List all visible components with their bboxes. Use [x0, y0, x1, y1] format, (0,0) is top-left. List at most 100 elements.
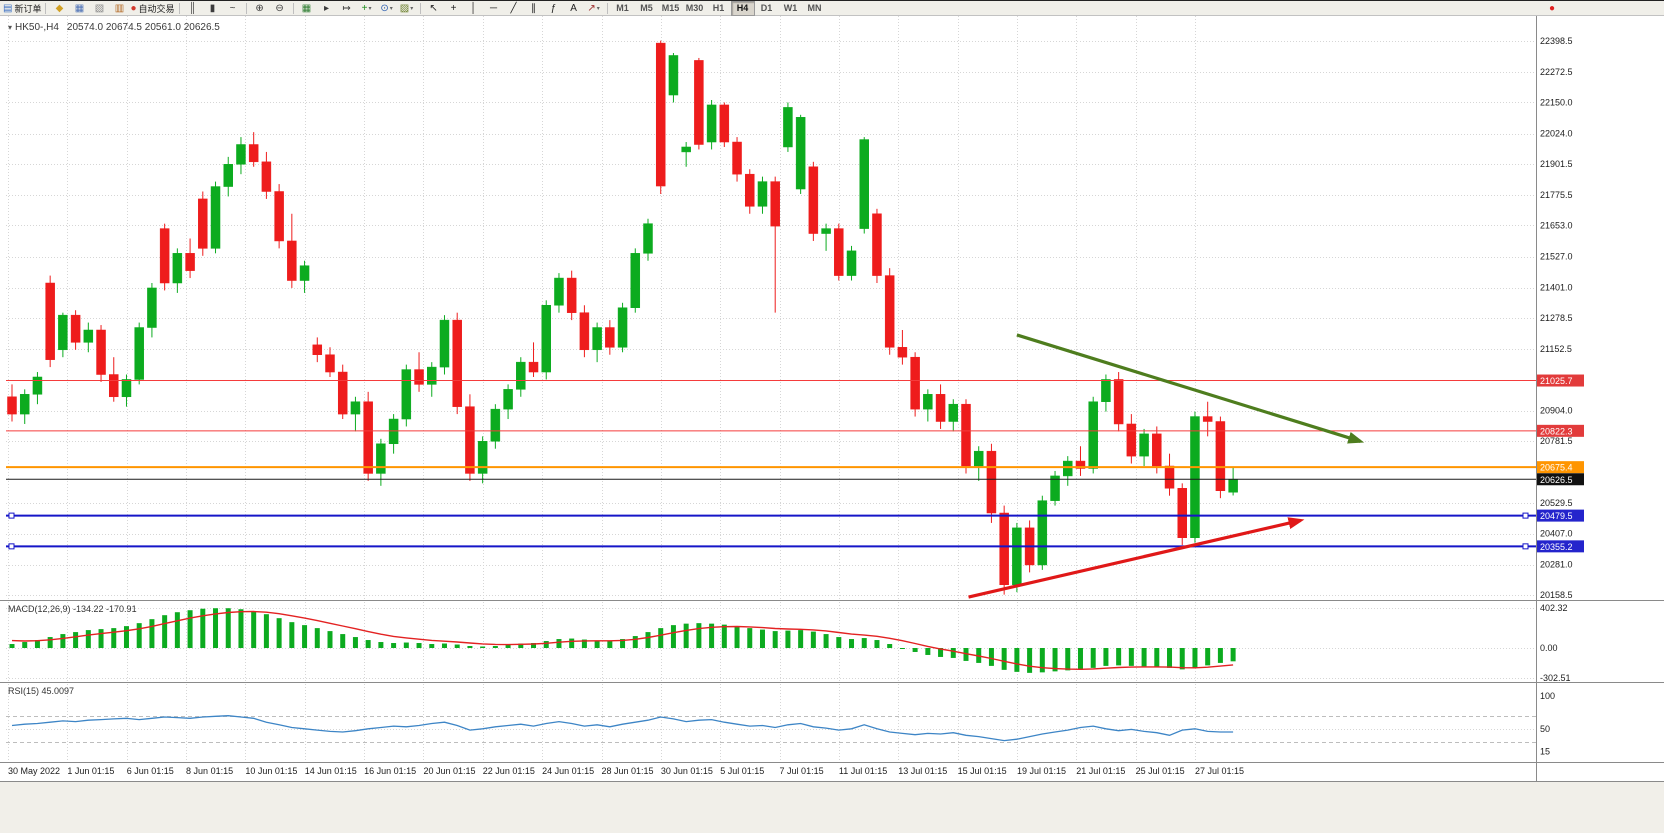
- template-icon[interactable]: ▨ ▾: [397, 1, 417, 15]
- zoom-in-icon: ⊕: [255, 2, 264, 14]
- new-order-button[interactable]: ▤ 新订单: [2, 1, 42, 15]
- dropdown-caret-icon: ▾: [410, 5, 414, 12]
- resistance-line-20822[interactable]: 20822.3: [6, 424, 1584, 437]
- svg-text:20 Jun 01:15: 20 Jun 01:15: [423, 766, 475, 776]
- terminal-icon: ▥: [114, 2, 125, 14]
- svg-text:5 Jul 01:15: 5 Jul 01:15: [720, 766, 764, 776]
- tile-windows-icon[interactable]: ▦: [297, 1, 317, 15]
- svg-text:-302.51: -302.51: [1540, 673, 1571, 683]
- support-line-20479[interactable]: 20479.5: [6, 509, 1584, 522]
- status-red-icon[interactable]: ●: [1542, 1, 1562, 15]
- up-trend-arrow[interactable]: [968, 517, 1305, 599]
- market-watch-icon: ▦: [74, 2, 85, 14]
- auto-scroll-icon: ▸: [324, 2, 330, 14]
- collapse-arrow-icon[interactable]: ▾: [8, 23, 13, 32]
- timeframe-m1-button[interactable]: M1: [616, 3, 629, 13]
- svg-text:22398.5: 22398.5: [1540, 36, 1573, 46]
- market-watch-icon[interactable]: ▦: [69, 1, 89, 15]
- bar-chart-mode-icon[interactable]: ║: [183, 1, 203, 15]
- down-trend-arrow[interactable]: [1016, 333, 1365, 444]
- timeframe-w1-button[interactable]: W1: [783, 3, 798, 13]
- timeframe-d1-button[interactable]: D1: [760, 3, 773, 13]
- window-bottom-strip: [0, 781, 1664, 833]
- zoom-in-icon[interactable]: ⊕: [250, 1, 270, 15]
- chart-shift-icon[interactable]: ↦: [337, 1, 357, 15]
- price-badge: [1537, 509, 1584, 522]
- panel-borders: [0, 16, 1664, 782]
- line-handle[interactable]: [8, 543, 15, 550]
- svg-text:402.32: 402.32: [1540, 603, 1568, 613]
- support-line-20355[interactable]: 20355.2: [6, 540, 1584, 553]
- current-price-line[interactable]: 20626.5: [6, 473, 1584, 486]
- candlestick-mode-icon: ▮: [209, 2, 216, 14]
- periods-icon[interactable]: ⊙ ▾: [377, 1, 397, 15]
- vertical-line-icon[interactable]: │: [464, 1, 484, 15]
- zoom-out-icon[interactable]: ⊖: [270, 1, 290, 15]
- horizontal-line-icon[interactable]: ─: [484, 1, 504, 15]
- text-icon: A: [570, 2, 577, 14]
- arrows-tool-icon[interactable]: ↗ ▾: [584, 1, 604, 15]
- svg-text:19 Jul 01:15: 19 Jul 01:15: [1017, 766, 1066, 776]
- resistance-line-21025[interactable]: 21025.7: [6, 374, 1584, 387]
- cursor-icon: ↖: [429, 2, 438, 14]
- svg-text:20781.5: 20781.5: [1540, 436, 1573, 446]
- chart-background: [0, 16, 1664, 781]
- crosshair-icon: +: [450, 2, 457, 14]
- timeframe-m30-button[interactable]: M30: [685, 3, 704, 13]
- trendline-icon: ╱: [510, 2, 517, 14]
- svg-text:30 Jun 01:15: 30 Jun 01:15: [661, 766, 713, 776]
- candlestick-mode-icon[interactable]: ▮: [203, 1, 223, 15]
- new-order-button-label: 新订单: [14, 3, 42, 14]
- timeframe-mn-button[interactable]: MN: [807, 3, 822, 13]
- auto-trading-button-label: 自动交易: [138, 3, 175, 14]
- price-badge: [1537, 473, 1584, 486]
- indicators-icon[interactable]: + ▾: [357, 1, 377, 15]
- svg-text:20158.5: 20158.5: [1540, 590, 1573, 600]
- svg-text:20281.0: 20281.0: [1540, 560, 1573, 570]
- crosshair-icon[interactable]: +: [444, 1, 464, 15]
- cursor-icon[interactable]: ↖: [424, 1, 444, 15]
- main-toolbar: ▤ 新订单 ◆ ▦ ▧ ▥ ● 自动交易 ║ ▮ ~ ⊕ ⊖ ▦ ▸ ↦ + ▾ ⊙ ▾ ▨ ▾ ↖ + │ ─ ╱ ∥ ƒ A ↗ ▾ M1 M…: [0, 0, 1664, 16]
- line-handle[interactable]: [1522, 512, 1529, 519]
- time-axis[interactable]: 30 May 2022 1 Jun 01:15 6 Jun 01:15 8 Jun 0…: [8, 766, 1244, 776]
- svg-text:22272.5: 22272.5: [1540, 67, 1573, 77]
- svg-text:21401.0: 21401.0: [1540, 283, 1573, 293]
- line-handle[interactable]: [1522, 543, 1529, 550]
- auto-trading-icon: ●: [130, 2, 137, 14]
- channel-icon[interactable]: ∥: [524, 1, 544, 15]
- svg-text:50: 50: [1540, 724, 1550, 734]
- svg-text:20626.5: 20626.5: [1540, 475, 1573, 485]
- timeframe-h4-button[interactable]: H4: [730, 0, 755, 16]
- toolbar-separator: [45, 2, 47, 14]
- chart-title: ▾ HK50-,H4 20574.0 20674.5 20561.0 20626.5: [8, 22, 220, 33]
- timeframe-m15-button[interactable]: M15: [661, 3, 680, 13]
- toolbar-separator: [245, 2, 247, 14]
- chart-shift-icon: ↦: [342, 2, 351, 14]
- profiles-icon[interactable]: ◆: [49, 1, 69, 15]
- timeframe-m5-button[interactable]: M5: [640, 3, 653, 13]
- trendline-icon[interactable]: ╱: [504, 1, 524, 15]
- orange-level-line[interactable]: 20675.4: [6, 461, 1584, 474]
- terminal-icon[interactable]: ▥: [109, 1, 129, 15]
- fibonacci-icon: ƒ: [550, 2, 557, 14]
- line-chart-mode-icon: ~: [229, 2, 236, 14]
- auto-trading-button[interactable]: ● 自动交易: [129, 1, 175, 15]
- toolbar-separator: [606, 2, 608, 14]
- timeframe-h1-button[interactable]: H1: [712, 3, 725, 13]
- macd-label: MACD(12,26,9) -134.22 -170.91: [8, 604, 137, 614]
- svg-text:30 May 2022: 30 May 2022: [8, 766, 60, 776]
- svg-text:13 Jul 01:15: 13 Jul 01:15: [898, 766, 947, 776]
- auto-scroll-icon[interactable]: ▸: [317, 1, 337, 15]
- navigator-icon[interactable]: ▧: [89, 1, 109, 15]
- line-chart-mode-icon[interactable]: ~: [223, 1, 243, 15]
- rsi-label: RSI(15) 45.0097: [8, 686, 75, 696]
- channel-icon: ∥: [531, 2, 537, 14]
- fibonacci-icon[interactable]: ƒ: [544, 1, 564, 15]
- periods-icon: ⊙: [380, 2, 389, 14]
- svg-text:27 Jul 01:15: 27 Jul 01:15: [1195, 766, 1244, 776]
- new-order-icon: ▤: [3, 2, 13, 14]
- price-scale[interactable]: 22398.5 22272.5 22150.0 22024.0 21901.5 21775…: [1540, 36, 1573, 757]
- line-handle[interactable]: [8, 512, 15, 519]
- text-icon[interactable]: A: [564, 1, 584, 15]
